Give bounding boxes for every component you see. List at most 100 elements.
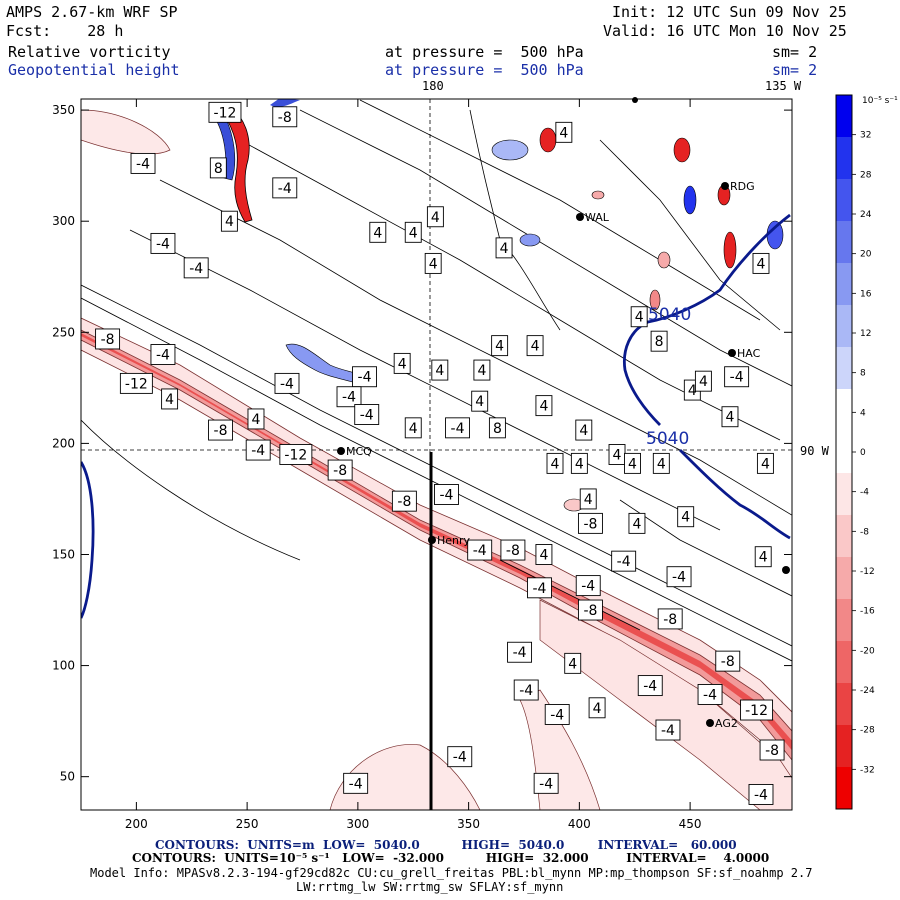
contour-label: -8 bbox=[715, 650, 741, 672]
contour-label: -4 bbox=[533, 772, 559, 794]
footer-physics-info: LW:rrtmg_lw SW:rrtmg_sw SFLAY:sf_mynn bbox=[296, 880, 564, 894]
colorbar-swatch bbox=[836, 431, 852, 474]
contour-label: 4 bbox=[721, 406, 739, 428]
contour-label: -12 bbox=[208, 101, 242, 123]
station-mcq-marker bbox=[337, 447, 345, 455]
contour-label: 4 bbox=[752, 252, 770, 274]
y-tick-label: 150 bbox=[52, 547, 75, 561]
colorbar: 32 28 24 20 16 12 8 4 0 -4 -8 -12 -16 -20 -24 -28 -32 bbox=[835, 94, 875, 810]
contour-label-box bbox=[426, 206, 444, 228]
contour-label-box bbox=[445, 417, 470, 439]
contour-label-text: -4 bbox=[451, 421, 465, 437]
station-henry-label: Henry bbox=[437, 534, 471, 547]
contour-label-box bbox=[611, 550, 637, 572]
contour-label-box bbox=[272, 177, 298, 199]
contour-label: 8 bbox=[209, 157, 227, 179]
colorbar-label: 20 bbox=[860, 250, 872, 260]
contour-label-text: -4 bbox=[251, 443, 265, 459]
colorbar-unit: 10⁻⁵ s⁻¹ bbox=[862, 96, 898, 106]
contour-label-text: -4 bbox=[358, 370, 372, 386]
contour-label: -8 bbox=[500, 539, 526, 561]
contour-label-text: -8 bbox=[721, 654, 735, 670]
contour-label: -4 bbox=[513, 679, 539, 701]
contour-label-text: -8 bbox=[278, 110, 292, 126]
contour-label: 4 bbox=[754, 546, 772, 568]
contour-label: 4 bbox=[570, 452, 588, 474]
contour-label: -4 bbox=[637, 675, 663, 697]
contour-label-text: 4 bbox=[531, 339, 540, 355]
contour-label-box bbox=[220, 210, 238, 232]
contour-label-box bbox=[577, 599, 603, 621]
contour-label: -4 bbox=[447, 746, 473, 768]
colorbar-label: -4 bbox=[860, 488, 869, 498]
contour-label-box bbox=[473, 359, 491, 381]
contour-label: 4 bbox=[424, 252, 442, 274]
contour-label-text: -4 bbox=[513, 645, 527, 661]
smoothing-1: sm= 2 bbox=[772, 43, 818, 61]
contour-label-box bbox=[513, 679, 539, 701]
vorticity-band-south bbox=[539, 599, 792, 810]
colorbar-label: 0 bbox=[860, 448, 866, 458]
pressure-level-1: at pressure = 500 hPa bbox=[385, 43, 584, 61]
contour-label-text: 4 bbox=[559, 125, 568, 141]
contour-label-text: -4 bbox=[189, 261, 203, 277]
contour-label-text: 4 bbox=[435, 363, 444, 379]
smoothing-2: sm= 2 bbox=[772, 61, 818, 79]
station-hac-label: HAC bbox=[737, 347, 761, 360]
vortex-features bbox=[214, 99, 784, 512]
lon-90w-label: 90 W bbox=[800, 444, 830, 458]
contour-label-text: -4 bbox=[539, 776, 553, 792]
contour-label-text: -4 bbox=[730, 370, 744, 386]
contour-label-text: 4 bbox=[575, 456, 584, 472]
contour-label-box bbox=[756, 452, 774, 474]
contour-label-text: -4 bbox=[453, 750, 467, 766]
contour-label-text: 4 bbox=[761, 456, 770, 472]
contour-label: 4 bbox=[677, 506, 695, 528]
colorbar-label: 28 bbox=[860, 170, 872, 180]
contour-label-box bbox=[434, 484, 459, 505]
contour-label-text: -4 bbox=[672, 570, 686, 586]
contour-label: 4 bbox=[369, 221, 387, 243]
init-time: Init: 12 UTC Sun 09 Nov 25 bbox=[612, 3, 847, 21]
contour-label-text: -4 bbox=[342, 390, 356, 406]
contour-label-text: -4 bbox=[519, 683, 533, 699]
colorbar-swatch bbox=[836, 599, 852, 642]
footer-vorticity-contours: CONTOURS: UNITS=10⁻⁵ s⁻¹ LOW= -32.000 HI… bbox=[132, 851, 770, 865]
y-tick-label: 50 bbox=[60, 770, 75, 784]
x-tick-label: 250 bbox=[236, 817, 259, 831]
contour-label-box bbox=[628, 512, 646, 534]
colorbar-label: 16 bbox=[860, 289, 872, 299]
contour-label: -4 bbox=[611, 550, 637, 572]
contour-label: 4 bbox=[756, 452, 774, 474]
lon-180-label: 180 bbox=[422, 79, 444, 93]
contour-label-text: 8 bbox=[493, 421, 502, 437]
contour-label: 4 bbox=[694, 370, 712, 392]
contour-label-text: 4 bbox=[398, 356, 407, 372]
contour-label: -4 bbox=[130, 152, 156, 174]
contour-label-text: 4 bbox=[688, 383, 697, 399]
contour-label-box bbox=[655, 719, 681, 741]
y-tick-label: 250 bbox=[52, 325, 75, 339]
contour-label: -4 bbox=[434, 484, 459, 505]
contour-label-box bbox=[431, 359, 449, 381]
contour-label: 8 bbox=[650, 330, 668, 352]
contour-label-box bbox=[336, 386, 362, 408]
contour-label-text: 4 bbox=[726, 410, 735, 426]
y-tick-label: 300 bbox=[52, 214, 75, 228]
y-tick-label: 200 bbox=[52, 436, 75, 450]
contour-label: 4 bbox=[535, 544, 553, 565]
contour-label: -8 bbox=[577, 512, 603, 534]
contour-label: -12 bbox=[279, 444, 313, 465]
contour-label-box bbox=[274, 372, 300, 394]
station-wal-marker bbox=[576, 213, 584, 221]
contour-label-box bbox=[652, 452, 670, 474]
contour-label-text: 4 bbox=[477, 363, 486, 379]
contour-label: 4 bbox=[652, 452, 670, 474]
contour-label-box bbox=[471, 390, 489, 412]
station-wal-label: WAL bbox=[585, 211, 610, 224]
station-ag2-label: AG2 bbox=[715, 717, 738, 730]
contour-label-box bbox=[488, 417, 506, 439]
contour-label-text: 4 bbox=[409, 421, 418, 437]
